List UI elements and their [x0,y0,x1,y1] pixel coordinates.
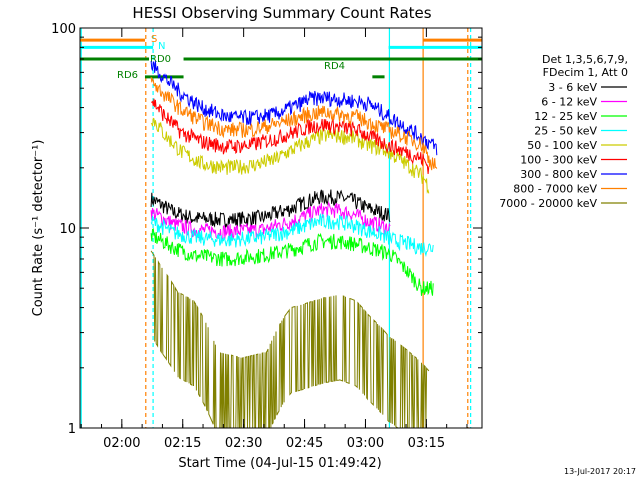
x-tick-label: 02:30 [225,436,262,451]
axes: 02:00 02:15 02:30 02:45 03:00 03:15 1 10 100 [51,22,483,451]
series-line-12-25-kev [150,227,434,296]
flag-label-s: S [151,34,157,45]
series-line-3-6-kev [150,189,391,230]
legend-label-7000-20000-kev: 7000 - 20000 keV [499,197,597,210]
flag-label-rd4: RD4 [324,61,345,72]
series-line-25-50-kev [150,213,434,258]
legend-label-100-300-kev: 100 - 300 keV [520,154,597,167]
x-tick-label: 02:45 [286,436,323,451]
series-line-7000-20000-kev [150,250,430,429]
series-line-100-300-kev [151,98,430,175]
legend-label-12-25-kev: 12 - 25 keV [534,110,597,123]
footer-date: 13-Jul-2017 20:17 [564,467,636,476]
legend-label-800-7000-kev: 800 - 7000 keV [513,183,597,196]
y-tick-label: 1 [68,422,76,437]
legend: Det 1,3,5,6,7,9,FDecim 1, Att 0 3 - 6 keV… [499,53,628,210]
x-tick-label: 02:00 [103,436,140,451]
legend-label-50-100-kev: 50 - 100 keV [527,139,597,152]
legend-label-6-12-kev: 6 - 12 keV [541,96,597,109]
x-tick-label: 03:15 [408,436,445,451]
x-tick-label: 03:00 [347,436,384,451]
flag-label-rd6: RD6 [117,70,138,81]
flag-label-rd0: RD0 [150,54,171,65]
legend-label-3-6-kev: 3 - 6 keV [548,81,597,94]
series-line-800-7000-kev [150,76,438,171]
x-tick-label: 02:15 [164,436,201,451]
series-line-6-12-kev [150,200,391,241]
x-axis-label: Start Time (04-Jul-15 01:49:42) [178,456,381,471]
y-axis-label: Count Rate (s⁻¹ detector⁻¹) [31,140,46,317]
legend-label-300-800-kev: 300 - 800 keV [520,168,597,181]
y-tick-label: 10 [59,222,76,237]
legend-header-line-2: FDecim 1, Att 0 [543,66,628,79]
chart-title: HESSI Observing Summary Count Rates [132,4,431,22]
plot-area: SN RD0 RD4 RD6 [80,28,482,429]
flag-label-n: N [158,41,165,52]
series-line-300-800-kev [150,61,438,156]
y-tick-label: 100 [51,22,76,37]
legend-header-line-1: Det 1,3,5,6,7,9, [542,53,628,66]
legend-label-25-50-kev: 25 - 50 keV [534,125,597,138]
